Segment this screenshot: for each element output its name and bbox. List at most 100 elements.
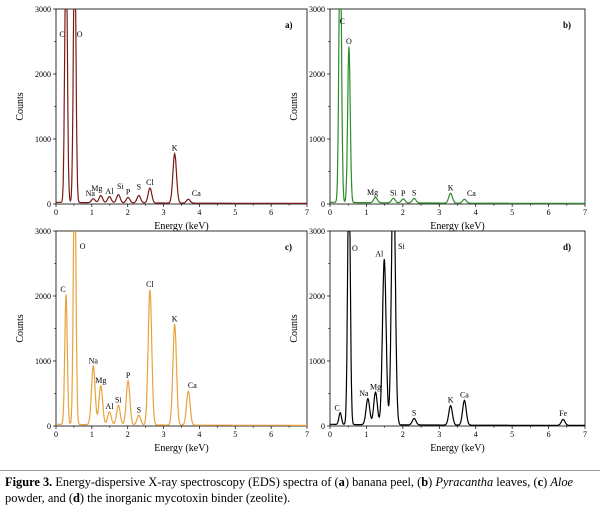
caption-text: ) the inorganic mycotoxin binder (zeolit… — [79, 491, 291, 505]
plot-frame — [55, 8, 308, 205]
peak-label-k: K — [448, 183, 454, 192]
x-tick-label: 1 — [90, 430, 94, 439]
peak-label-o: O — [346, 37, 352, 46]
caption-species-aloe: Aloe — [550, 475, 574, 489]
x-tick-label: 4 — [474, 208, 478, 217]
peak-label-na: Na — [359, 389, 369, 398]
spectrum-line — [330, 9, 585, 204]
y-axis-title: Counts — [15, 314, 26, 342]
x-tick-label: 4 — [197, 430, 201, 439]
peak-label-c: C — [60, 285, 65, 294]
peak-label-c: C — [59, 30, 64, 39]
peak-label-s: S — [137, 405, 141, 414]
x-tick-label: 5 — [233, 208, 237, 217]
y-axis-title: Counts — [289, 92, 300, 120]
caption-text: ) — [543, 475, 551, 489]
x-tick-label: 2 — [126, 430, 130, 439]
caption-panel-d: d — [72, 491, 80, 505]
spectrum-line — [56, 231, 307, 426]
x-tick-label: 0 — [328, 208, 332, 217]
peak-label-si: Si — [398, 242, 405, 251]
caption-text: leaves, ( — [493, 475, 538, 489]
x-tick-label: 7 — [583, 208, 587, 217]
x-tick-label: 4 — [474, 430, 478, 439]
peak-label-al: Al — [375, 249, 384, 258]
y-tick-label: 3000 — [309, 5, 325, 14]
caption-text: powder, and ( — [5, 491, 73, 505]
y-tick-label: 0 — [47, 422, 51, 431]
x-tick-label: 1 — [90, 208, 94, 217]
spectrum-line — [56, 9, 307, 204]
peak-label-s: S — [412, 409, 416, 418]
peak-label-na: Na — [86, 189, 96, 198]
x-tick-label: 3 — [162, 208, 166, 217]
peak-label-p: P — [126, 187, 131, 196]
x-tick-label: 0 — [54, 430, 58, 439]
x-tick-label: 1 — [364, 208, 368, 217]
x-axis-title: Energy (keV) — [154, 443, 209, 454]
x-tick-label: 3 — [162, 430, 166, 439]
peak-label-c: C — [335, 403, 340, 412]
x-axis-title: Energy (keV) — [154, 221, 209, 232]
spectrum-panel-4: 0 1 2 3 4 5 6 7 0 1000 2000 3000 Energy (keV) Counts d… — [289, 227, 587, 454]
spectrum-panel-3: 0 1 2 3 4 5 6 7 0 1000 2000 3000 Energy (keV) Counts c… — [15, 227, 309, 454]
x-tick-label: 2 — [401, 430, 405, 439]
caption-label: Figure 3. — [5, 475, 53, 489]
peak-label-si: Si — [390, 188, 397, 197]
peak-label-k: K — [448, 396, 454, 405]
y-tick-label: 0 — [321, 200, 325, 209]
spectrum-line — [330, 231, 585, 426]
x-tick-label: 7 — [583, 430, 587, 439]
x-tick-label: 7 — [305, 208, 309, 217]
figure-caption: Figure 3. Energy-dispersive X-ray spectr… — [5, 474, 597, 506]
x-tick-label: 3 — [437, 430, 441, 439]
peak-label-k: K — [172, 144, 178, 153]
spectrum-panel-1: 0 1 2 3 4 5 6 7 0 1000 2000 3000 Energy (keV) Counts a… — [15, 5, 309, 232]
peak-label-si: Si — [115, 396, 122, 405]
x-tick-label: 5 — [233, 430, 237, 439]
y-tick-label: 2000 — [35, 70, 51, 79]
x-tick-label: 6 — [269, 208, 273, 217]
caption-panel-c: c — [537, 475, 544, 489]
peak-label-ca: Ca — [192, 189, 201, 198]
peak-label-ca: Ca — [460, 390, 469, 399]
y-tick-label: 0 — [321, 422, 325, 431]
y-axis-title: Counts — [289, 314, 300, 342]
x-tick-label: 7 — [305, 430, 309, 439]
y-axis-title: Counts — [15, 92, 26, 120]
x-tick-label: 6 — [547, 430, 551, 439]
peak-label-ca: Ca — [188, 381, 197, 390]
panel-label: d) — [563, 242, 571, 252]
peak-label-s: S — [412, 188, 416, 197]
peak-label-al: Al — [105, 402, 114, 411]
caption-divider — [0, 470, 600, 471]
x-axis-title: Energy (keV) — [430, 221, 485, 232]
peak-label-mg: Mg — [91, 184, 102, 193]
x-axis-title: Energy (keV) — [430, 443, 485, 454]
peak-label-o: O — [80, 242, 86, 251]
y-tick-label: 2000 — [309, 70, 325, 79]
x-tick-label: 5 — [510, 430, 514, 439]
y-tick-label: 1000 — [35, 357, 51, 366]
y-tick-label: 0 — [47, 200, 51, 209]
peak-label-na: Na — [89, 357, 99, 366]
y-tick-label: 3000 — [309, 227, 325, 236]
peak-label-fe: Fe — [559, 409, 567, 418]
peak-label-mg: Mg — [95, 376, 106, 385]
peak-label-p: P — [126, 371, 131, 380]
peak-label-al: Al — [105, 187, 114, 196]
peak-label-p: P — [401, 189, 406, 198]
panel-label: c) — [285, 242, 292, 252]
y-tick-label: 1000 — [309, 135, 325, 144]
peak-label-mg: Mg — [367, 188, 378, 197]
peak-label-o: O — [352, 244, 358, 253]
peak-label-mg: Mg — [370, 383, 381, 392]
spectrum-panel-2: 0 1 2 3 4 5 6 7 0 1000 2000 3000 Energy (keV) Counts b… — [289, 5, 587, 232]
x-tick-label: 2 — [126, 208, 130, 217]
caption-text: ) banana peel, ( — [344, 475, 422, 489]
peak-label-c: C — [340, 17, 345, 26]
peak-label-si: Si — [117, 182, 124, 191]
x-tick-label: 5 — [510, 208, 514, 217]
caption-panel-b: b — [421, 475, 429, 489]
